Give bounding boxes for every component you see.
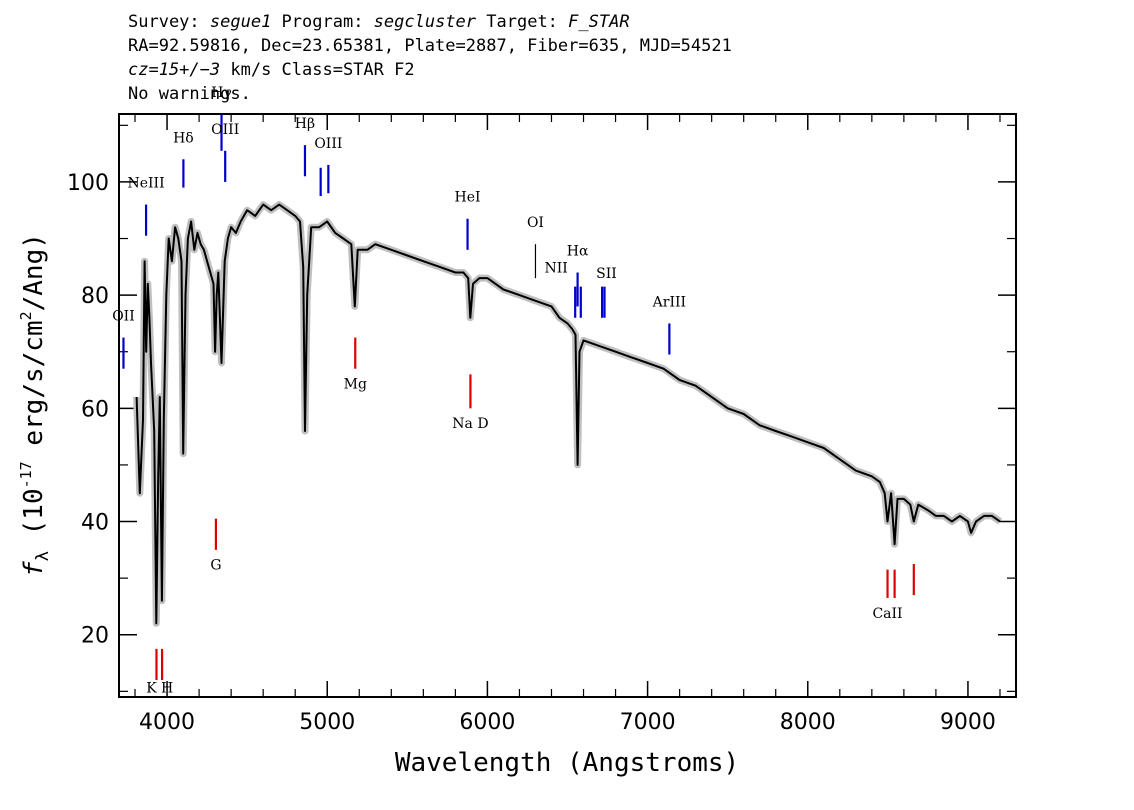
x-axis-title: Wavelength (Angstroms) [395, 748, 739, 778]
program-name: segcluster [373, 12, 477, 32]
axis-ticks [119, 114, 1016, 697]
y-tick-label: 80 [81, 284, 109, 309]
emission-line-label: OIII [211, 122, 239, 138]
survey-name: segue1 [209, 12, 272, 32]
header-line-coordinates: RA=92.59816, Dec=23.65381, Plate=2887, F… [128, 36, 732, 56]
emission-line-label: Hα [567, 244, 589, 260]
x-tick-label: 4000 [139, 710, 195, 735]
emission-line-label: ArIII [652, 294, 686, 310]
emission-line-label: Hβ [295, 116, 315, 132]
sky-line-label: OI [527, 215, 544, 231]
y-tick-label: 60 [81, 397, 109, 422]
axis-tick-labels: 4000 5000 6000 7000 8000 9000 20 40 60 80 100 [67, 171, 996, 735]
emission-line-label: NeIII [127, 176, 164, 192]
emission-line-label: NII [545, 260, 568, 276]
emission-line-label: HeI [455, 190, 481, 206]
absorption-line-label: Na D [452, 416, 488, 432]
x-tick-label: 7000 [620, 710, 676, 735]
emission-line-label: Hδ [173, 130, 194, 146]
y-tick-label: 40 [81, 511, 109, 536]
spectrum-data-layer [133, 201, 1003, 627]
y-tick-label: 100 [67, 171, 109, 196]
header-line-redshift: cz=15+/−3 km/s Class=STAR F2 [128, 60, 415, 80]
emission-line-label: OII [112, 309, 135, 325]
x-tick-label: 6000 [459, 710, 515, 735]
y-tick-label: 20 [81, 624, 109, 649]
absorption-line-label: Mg [344, 377, 367, 393]
x-tick-label: 5000 [299, 710, 355, 735]
emission-line-label: OIII [314, 136, 342, 152]
redshift-value: cz=15+/−3 [128, 60, 221, 80]
absorption-line-label: CaII [872, 606, 902, 622]
spectrum-header: Survey: segue1 Program: segcluster Targe… [128, 10, 732, 106]
y-axis-title: fλ (10-17 erg/s/cm2/Ang) [17, 233, 53, 577]
emission-line-label: Hγ [211, 85, 232, 101]
absorption-line-label: K [146, 680, 157, 696]
absorption-line-label: H [161, 680, 173, 696]
x-tick-label: 8000 [780, 710, 836, 735]
spectrum-error-band [133, 201, 1003, 627]
x-tick-label: 9000 [940, 710, 996, 735]
spectrum-line [135, 203, 1001, 625]
plot-frame [118, 113, 1017, 698]
emission-line-label: SII [596, 266, 617, 282]
target-name: F_STAR [568, 12, 630, 32]
header-line-survey: Survey: segue1 Program: segcluster Targe… [128, 12, 630, 32]
absorption-line-label: G [210, 558, 221, 574]
header-line-warnings: No warnings. [128, 84, 251, 104]
